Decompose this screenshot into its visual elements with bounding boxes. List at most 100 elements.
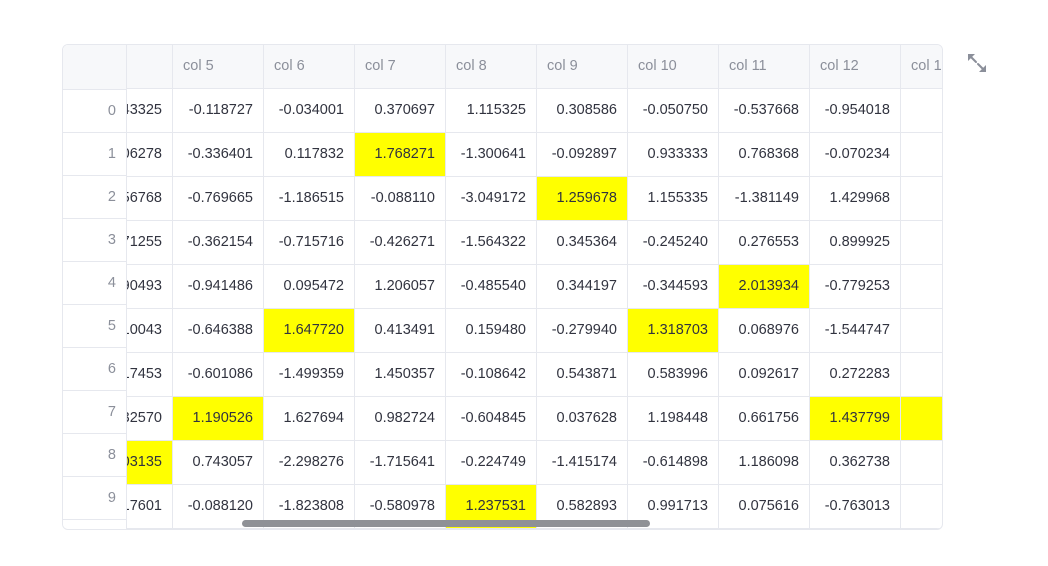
highlighted-cell[interactable]: 1.768271 <box>355 133 446 176</box>
table-cell[interactable]: 0.344197 <box>537 265 628 308</box>
highlighted-cell[interactable]: 1.190526 <box>173 397 264 440</box>
table-cell[interactable]: -0.336401 <box>173 133 264 176</box>
table-cell[interactable]: 0.933333 <box>628 133 719 176</box>
table-cell[interactable]: 1.332570 <box>126 397 173 440</box>
table-cell[interactable]: -0.088110 <box>355 177 446 220</box>
table-cell[interactable]: 1.198448 <box>628 397 719 440</box>
table-cell[interactable]: 1.671255 <box>126 221 173 264</box>
table-cell[interactable]: 0.768368 <box>719 133 810 176</box>
table-cell[interactable]: - <box>901 265 942 308</box>
highlighted-cell[interactable]: 1.259678 <box>537 177 628 220</box>
table-cell[interactable] <box>901 133 942 176</box>
table-cell[interactable]: -1.415174 <box>537 441 628 484</box>
table-cell[interactable]: -0.070234 <box>810 133 901 176</box>
table-cell[interactable]: -0.245240 <box>628 221 719 264</box>
table-cell[interactable]: 1.190493 <box>126 265 173 308</box>
table-cell[interactable]: 1.429968 <box>810 177 901 220</box>
table-cell[interactable]: 0.095472 <box>264 265 355 308</box>
table-cell[interactable]: -0.954018 <box>810 89 901 132</box>
column-header[interactable]: col 8 <box>446 45 537 88</box>
table-cell[interactable]: -0.426271 <box>355 221 446 264</box>
highlighted-cell[interactable] <box>901 397 942 440</box>
table-cell[interactable]: -0.941486 <box>173 265 264 308</box>
table-cell[interactable]: 0.362738 <box>810 441 901 484</box>
table-cell[interactable]: -0.614898 <box>628 441 719 484</box>
table-cell[interactable]: -0.034001 <box>264 89 355 132</box>
table-cell[interactable]: -0.601086 <box>173 353 264 396</box>
table-cell[interactable] <box>901 221 942 264</box>
column-header[interactable]: col 11 <box>719 45 810 88</box>
table-cell[interactable]: - <box>901 441 942 484</box>
table-cell[interactable]: -1.381149 <box>719 177 810 220</box>
table-cell[interactable]: -0.092897 <box>537 133 628 176</box>
table-cell[interactable]: 0.117832 <box>264 133 355 176</box>
table-cell[interactable]: -0.224749 <box>446 441 537 484</box>
table-cell[interactable]: -1.823808 <box>264 485 355 528</box>
table-cell[interactable]: 0.583996 <box>628 353 719 396</box>
column-header[interactable]: col 12 <box>810 45 901 88</box>
column-header[interactable]: col 9 <box>537 45 628 88</box>
table-cell[interactable]: -3.049172 <box>446 177 537 220</box>
table-cell[interactable]: 1.243325 <box>126 89 173 132</box>
table-cell[interactable]: -1.564322 <box>446 221 537 264</box>
table-cell[interactable]: 0.075616 <box>719 485 810 528</box>
table-cell[interactable]: -0.779253 <box>810 265 901 308</box>
table-cell[interactable]: 0.991713 <box>628 485 719 528</box>
table-cell[interactable]: 0.543871 <box>537 353 628 396</box>
table-cell[interactable]: -1.300641 <box>446 133 537 176</box>
table-cell[interactable]: -0.088120 <box>173 485 264 528</box>
horizontal-scrollbar[interactable] <box>242 520 650 527</box>
fullscreen-expand-button[interactable] <box>966 52 988 74</box>
table-cell[interactable]: 1.627694 <box>264 397 355 440</box>
table-cell[interactable]: -0.580978 <box>355 485 446 528</box>
table-cell[interactable]: -1.715641 <box>355 441 446 484</box>
table-cell[interactable]: 0.743057 <box>173 441 264 484</box>
table-cell[interactable]: -0.646388 <box>173 309 264 352</box>
table-cell[interactable]: -1.499359 <box>264 353 355 396</box>
table-cell[interactable]: 0.006278 <box>126 133 173 176</box>
table-cell[interactable]: 0.256768 <box>126 177 173 220</box>
table-cell[interactable]: -0.050750 <box>628 89 719 132</box>
table-cell[interactable]: 0.345364 <box>537 221 628 264</box>
table-cell[interactable]: -0.537668 <box>719 89 810 132</box>
column-header[interactable]: col 6 <box>264 45 355 88</box>
table-cell[interactable]: 0.910043 <box>126 309 173 352</box>
table-cell[interactable]: 0.272283 <box>810 353 901 396</box>
highlighted-cell[interactable]: 2.013934 <box>719 265 810 308</box>
table-cell[interactable]: -0.763013 <box>810 485 901 528</box>
table-cell[interactable]: -0.715716 <box>264 221 355 264</box>
table-cell[interactable]: -0.344593 <box>628 265 719 308</box>
table-cell[interactable]: -1.544747 <box>810 309 901 352</box>
table-cell[interactable]: 1.115325 <box>446 89 537 132</box>
column-header[interactable]: col 10 <box>628 45 719 88</box>
table-cell[interactable] <box>901 177 942 220</box>
column-header[interactable]: col 7 <box>355 45 446 88</box>
table-cell[interactable]: 0.582893 <box>537 485 628 528</box>
table-cell[interactable]: 0.308586 <box>537 89 628 132</box>
column-header[interactable]: col 5 <box>173 45 264 88</box>
table-cell[interactable]: -0.485540 <box>446 265 537 308</box>
table-cell[interactable]: -0.108642 <box>446 353 537 396</box>
highlighted-cell[interactable]: 1.318703 <box>628 309 719 352</box>
table-cell[interactable]: 0.982724 <box>355 397 446 440</box>
table-cell[interactable]: -0.279940 <box>537 309 628 352</box>
table-cell[interactable]: 0.661756 <box>719 397 810 440</box>
table-cell[interactable]: -0.118727 <box>173 89 264 132</box>
table-cell[interactable]: - <box>901 353 942 396</box>
table-cell[interactable]: 1.206057 <box>355 265 446 308</box>
table-cell[interactable]: 0.370697 <box>355 89 446 132</box>
highlighted-cell[interactable]: 2.003135 <box>126 441 173 484</box>
table-cell[interactable]: 0.717601 <box>126 485 173 528</box>
table-cell[interactable]: 0.276553 <box>719 221 810 264</box>
column-header[interactable]: col 4 <box>126 45 173 88</box>
table-cell[interactable]: -1.186515 <box>264 177 355 220</box>
table-cell[interactable]: 1.186098 <box>719 441 810 484</box>
table-cell[interactable]: - <box>901 89 942 132</box>
table-cell[interactable]: 0.413491 <box>355 309 446 352</box>
highlighted-cell[interactable]: 1.647720 <box>264 309 355 352</box>
table-cell[interactable]: 0.899925 <box>810 221 901 264</box>
table-cell[interactable]: 0.092617 <box>719 353 810 396</box>
table-cell[interactable]: -2.298276 <box>264 441 355 484</box>
